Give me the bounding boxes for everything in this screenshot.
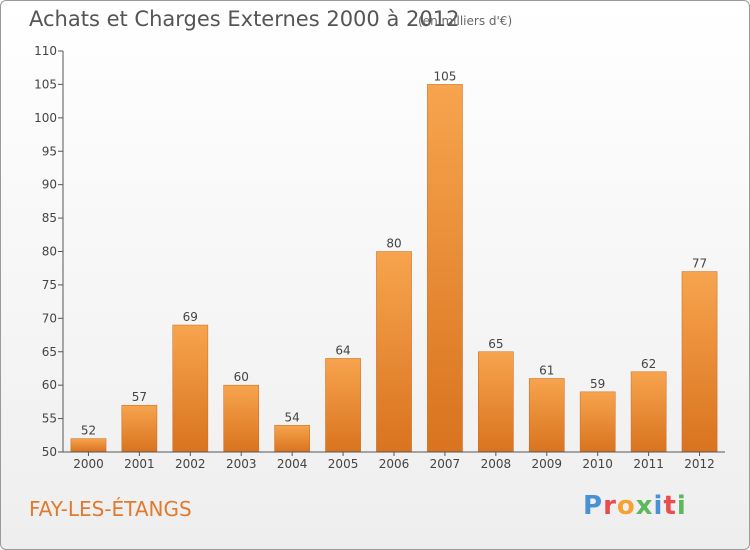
bar-2006 — [376, 251, 412, 453]
bar-2009 — [528, 378, 565, 453]
y-tick-label: 105 — [34, 77, 57, 91]
logo-letter: P — [583, 491, 604, 521]
bar-value-label: 54 — [285, 410, 300, 424]
bar-value-label: 60 — [234, 370, 249, 384]
bar-value-label: 57 — [132, 390, 147, 404]
x-tick-label: 2003 — [226, 457, 257, 471]
logo-letter: t — [663, 491, 677, 521]
x-tick-label: 2011 — [633, 457, 664, 471]
bar-value-label: 105 — [433, 69, 456, 83]
y-tick-label: 60 — [42, 378, 57, 392]
x-tick-label: 2010 — [582, 457, 613, 471]
y-tick-label: 100 — [34, 111, 57, 125]
bar-value-label: 80 — [386, 237, 401, 251]
y-tick-label: 65 — [42, 345, 57, 359]
y-tick-label: 75 — [42, 278, 57, 292]
x-tick-label: 2009 — [531, 457, 562, 471]
x-tick-label: 2004 — [277, 457, 308, 471]
y-tick-label: 70 — [42, 311, 57, 325]
bar-value-label: 77 — [692, 257, 707, 271]
x-tick-label: 2008 — [481, 457, 512, 471]
bar-value-label: 52 — [81, 424, 96, 438]
y-tick-label: 50 — [42, 445, 57, 459]
x-tick-label: 2002 — [175, 457, 206, 471]
bar-2005 — [325, 358, 361, 453]
bar-2011 — [630, 371, 667, 453]
x-axis: 2000 2001 2002 2003 2004 2005 2006 2007 2008 2009… — [63, 451, 725, 471]
x-tick-label: 2001 — [124, 457, 155, 471]
bar-value-label: 69 — [183, 310, 198, 324]
x-tick-label: 2000 — [73, 457, 104, 471]
commune-name: FAY-LES-ÉTANGS — [29, 497, 192, 521]
bar-value-label: 62 — [641, 357, 656, 371]
y-tick-label: 85 — [42, 211, 57, 225]
logo-letter: o — [616, 491, 636, 521]
bar-2010 — [579, 391, 616, 453]
bar-2012 — [681, 271, 718, 453]
bar-2000 — [70, 438, 107, 453]
x-tick-label: 2006 — [379, 457, 410, 471]
logo-letter: i — [653, 491, 664, 521]
bar-2004 — [274, 425, 310, 453]
logo-letter: i — [676, 491, 687, 521]
bar-2007 — [427, 84, 463, 453]
y-tick-label: 55 — [42, 412, 57, 426]
bar-2001 — [121, 404, 158, 453]
bar-2008 — [478, 351, 514, 453]
chart-title: Achats et Charges Externes 2000 à 2012 — [29, 7, 460, 31]
chart-subtitle: (en milliers d'€) — [418, 14, 513, 28]
y-tick-label: 90 — [42, 178, 57, 192]
bar-value-label: 64 — [335, 343, 350, 357]
bar-2003 — [223, 384, 260, 453]
bar-2002 — [172, 324, 209, 453]
y-tick-label: 80 — [42, 245, 57, 259]
y-axis: 50 55 60 65 70 75 80 85 90 95 100 105 110 — [34, 44, 64, 459]
x-tick-label: 2012 — [684, 457, 715, 471]
bar-value-label: 59 — [590, 377, 605, 391]
x-tick-label: 2007 — [430, 457, 461, 471]
bars-group: 52 57 69 60 54 64 80 105 65 61 59 62 77 — [70, 69, 718, 453]
proxiti-logo[interactable]: Proxiti — [583, 491, 687, 521]
y-tick-label: 95 — [42, 144, 57, 158]
bar-value-label: 61 — [539, 363, 554, 377]
bar-value-label: 65 — [488, 337, 503, 351]
logo-letter: x — [635, 491, 654, 521]
y-tick-label: 110 — [34, 44, 57, 58]
logo-letter: r — [603, 491, 617, 521]
x-tick-label: 2005 — [328, 457, 359, 471]
